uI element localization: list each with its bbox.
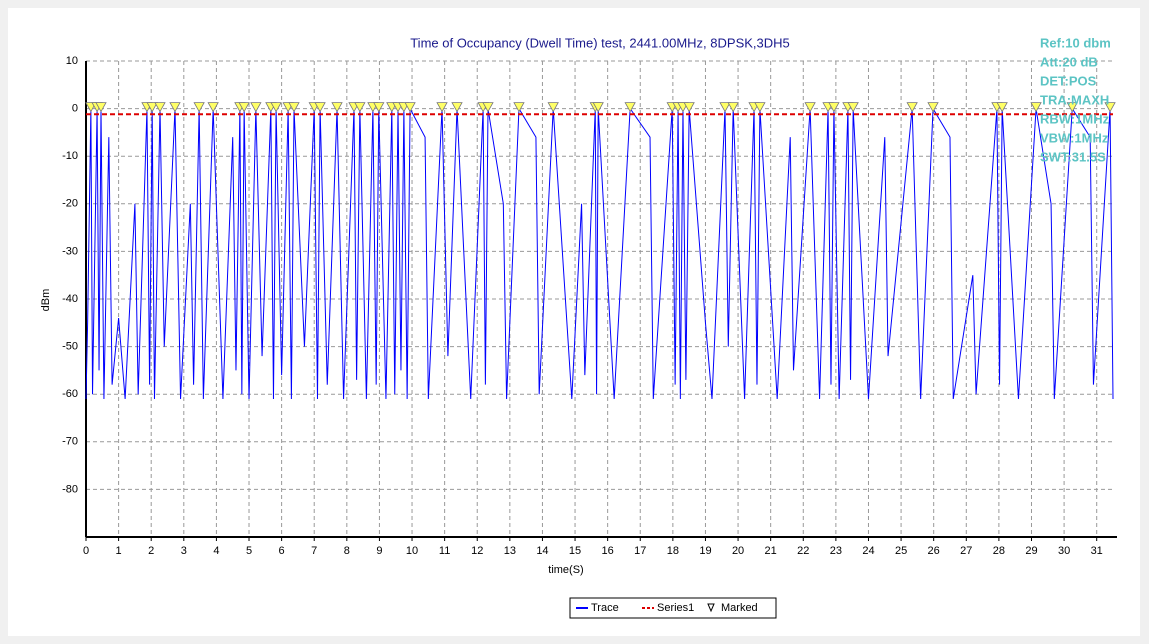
marker [288, 102, 300, 113]
x-tick-label: 20 [732, 545, 744, 557]
marker [207, 102, 219, 113]
x-tick-label: 29 [1025, 545, 1037, 557]
y-tick-label: -10 [62, 150, 78, 162]
x-tick-label: 25 [895, 545, 907, 557]
marker [719, 102, 731, 113]
y-tick-label: -80 [62, 483, 78, 495]
y-tick-label: -70 [62, 436, 78, 448]
x-tick-label: 27 [960, 545, 972, 557]
x-tick-label: 3 [181, 545, 187, 557]
marker [193, 102, 205, 113]
info-text: Ref:10 dbm [1040, 35, 1111, 50]
marker [354, 102, 366, 113]
y-tick-label: -40 [62, 293, 78, 305]
info-text: SWT:31.5S [1040, 149, 1106, 164]
y-tick-label: -60 [62, 388, 78, 400]
x-tick-label: 5 [246, 545, 252, 557]
marker [314, 102, 326, 113]
x-tick-label: 16 [602, 545, 614, 557]
x-tick-label: 31 [1091, 545, 1103, 557]
marker [804, 102, 816, 113]
marker [847, 102, 859, 113]
x-tick-label: 4 [213, 545, 219, 557]
x-tick-label: 7 [311, 545, 317, 557]
x-tick-label: 6 [279, 545, 285, 557]
marker [1030, 102, 1042, 113]
y-axis-label: dBm [40, 289, 52, 312]
marker [154, 102, 166, 113]
marker [547, 102, 559, 113]
x-tick-label: 30 [1058, 545, 1070, 557]
marker [513, 102, 525, 113]
x-tick-label: 0 [83, 545, 89, 557]
info-text: RBW:1MHz [1040, 111, 1110, 126]
marker [436, 102, 448, 113]
marker [482, 102, 494, 113]
panel [8, 8, 1140, 636]
marker [754, 102, 766, 113]
y-tick-label: -50 [62, 341, 78, 353]
y-tick-label: -30 [62, 245, 78, 257]
x-tick-label: 2 [148, 545, 154, 557]
x-tick-label: 19 [699, 545, 711, 557]
x-tick-label: 22 [797, 545, 809, 557]
x-tick-label: 21 [765, 545, 777, 557]
legend-label: Marked [721, 602, 758, 614]
x-tick-label: 10 [406, 545, 418, 557]
x-tick-label: 26 [928, 545, 940, 557]
x-tick-label: 9 [376, 545, 382, 557]
y-tick-label: 0 [72, 103, 78, 115]
legend [569, 597, 777, 619]
x-tick-label: 8 [344, 545, 350, 557]
marker [146, 102, 158, 113]
legend-label: Trace [591, 602, 619, 614]
x-tick-label: 13 [504, 545, 516, 557]
y-tick-label: 10 [66, 55, 78, 67]
marker [624, 102, 636, 113]
marker [238, 102, 250, 113]
x-axis-label: time(S) [548, 564, 583, 576]
info-text: DET:POS [1040, 73, 1097, 88]
marker [451, 102, 463, 113]
marker [331, 102, 343, 113]
x-tick-label: 14 [536, 545, 548, 557]
marker [906, 102, 918, 113]
x-tick-label: 12 [471, 545, 483, 557]
legend-symbol [707, 603, 715, 613]
marker [727, 102, 739, 113]
marker [270, 102, 282, 113]
marker [592, 102, 604, 113]
x-tick-label: 15 [569, 545, 581, 557]
marker [1066, 102, 1078, 113]
trace-line [85, 106, 1114, 400]
x-tick-label: 23 [830, 545, 842, 557]
marker [404, 102, 416, 113]
marker [683, 102, 695, 113]
x-tick-label: 24 [862, 545, 874, 557]
x-tick-label: 1 [116, 545, 122, 557]
x-tick-label: 28 [993, 545, 1005, 557]
marker [169, 102, 181, 113]
marker [828, 102, 840, 113]
marker [373, 102, 385, 113]
marker [1104, 102, 1116, 113]
y-tick-label: -20 [62, 198, 78, 210]
x-tick-label: 17 [634, 545, 646, 557]
marker [927, 102, 939, 113]
chart-title: Time of Occupancy (Dwell Time) test, 244… [410, 35, 790, 50]
marker [95, 102, 107, 113]
marker [250, 102, 262, 113]
marker [996, 102, 1008, 113]
info-text: Att:20 dB [1040, 54, 1098, 69]
x-tick-label: 11 [439, 545, 450, 557]
legend-label: Series1 [657, 602, 694, 614]
x-tick-label: 18 [667, 545, 679, 557]
info-text: TRA:MAXH [1040, 92, 1109, 107]
info-text: VBW:1MHz [1040, 130, 1109, 145]
